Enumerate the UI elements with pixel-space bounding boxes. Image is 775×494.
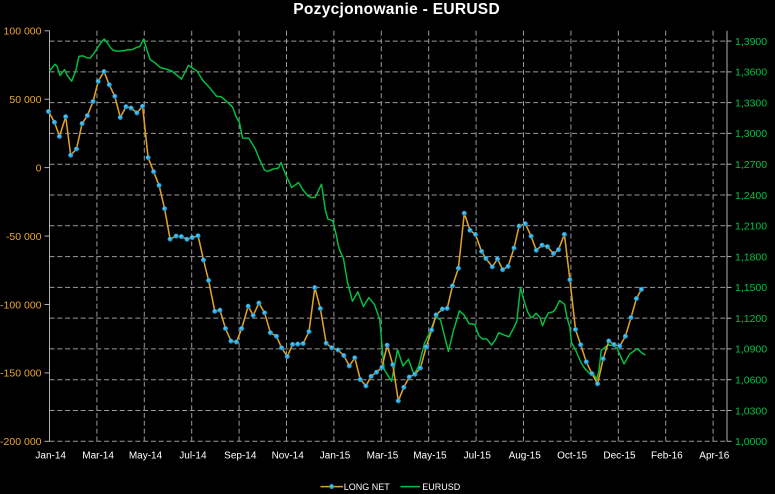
svg-text:1,0600: 1,0600 [735,375,767,387]
svg-text:1,3300: 1,3300 [735,97,767,109]
svg-text:Jan-14: Jan-14 [35,450,66,461]
svg-text:-100 000: -100 000 [0,299,42,311]
svg-text:Pozycjonowanie - EURUSD: Pozycjonowanie - EURUSD [293,1,500,18]
svg-text:1,2100: 1,2100 [735,221,767,233]
svg-text:1,2400: 1,2400 [735,190,767,202]
svg-text:Jul-15: Jul-15 [464,450,492,461]
svg-text:1,0900: 1,0900 [735,344,767,356]
svg-text:-50 000: -50 000 [6,231,42,243]
svg-text:1,1500: 1,1500 [735,282,767,294]
svg-text:Dec-15: Dec-15 [603,450,636,461]
svg-text:-150 000: -150 000 [0,368,42,380]
svg-text:1,2700: 1,2700 [735,159,767,171]
svg-text:May-15: May-15 [413,450,447,461]
svg-text:-200 000: -200 000 [0,436,42,448]
svg-text:1,1800: 1,1800 [735,251,767,263]
svg-text:EURUSD: EURUSD [422,482,461,492]
svg-text:1,0000: 1,0000 [735,436,767,448]
svg-text:LONG NET: LONG NET [344,482,391,492]
svg-text:50 000: 50 000 [9,94,41,106]
svg-text:Oct-15: Oct-15 [557,450,587,461]
svg-text:Aug-15: Aug-15 [509,450,542,461]
svg-text:Mar-15: Mar-15 [367,450,399,461]
svg-text:1,3900: 1,3900 [735,36,767,48]
svg-text:100 000: 100 000 [4,26,42,38]
svg-text:Mar-14: Mar-14 [82,450,114,461]
svg-text:1,3000: 1,3000 [735,128,767,140]
svg-text:Jul-14: Jul-14 [179,450,207,461]
svg-text:Apr-16: Apr-16 [699,450,729,461]
svg-text:Nov-14: Nov-14 [272,450,305,461]
svg-text:1,0300: 1,0300 [735,405,767,417]
svg-text:1,3600: 1,3600 [735,67,767,79]
svg-text:Feb-16: Feb-16 [651,450,683,461]
svg-text:Jan-15: Jan-15 [320,450,351,461]
svg-text:May-14: May-14 [129,450,163,461]
svg-text:Sep-14: Sep-14 [224,450,257,461]
svg-text:1,1200: 1,1200 [735,313,767,325]
svg-text:0: 0 [36,162,42,174]
